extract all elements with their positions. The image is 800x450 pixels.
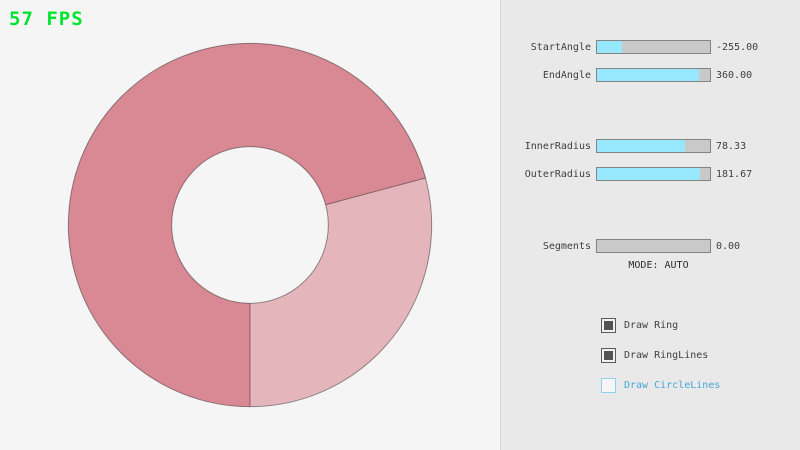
startangle-label: StartAngle [530, 41, 591, 53]
draw-circlelines-checkbox[interactable] [601, 378, 616, 393]
innerradius-slider[interactable] [596, 139, 711, 153]
endangle-slider-fill [597, 69, 699, 81]
draw-ringlines-checkbox[interactable] [601, 348, 616, 363]
endangle-value: 360.00 [716, 69, 753, 81]
ring-boundary-line [325, 177, 426, 206]
checkbox-check-icon [604, 351, 613, 360]
outerradius-row: OuterRadius 181.67 [501, 167, 752, 181]
draw-ring-checkbox[interactable] [601, 318, 616, 333]
draw-ring-checkbox-row: Draw Ring [601, 318, 678, 333]
endangle-slider[interactable] [596, 68, 711, 82]
ring-outline [67, 42, 433, 408]
ring-donut-chart [67, 42, 433, 408]
controls-panel: StartAngle -255.00 EndAngle 360.00 Inner… [500, 0, 800, 450]
draw-ringlines-label: Draw RingLines [624, 350, 709, 361]
ring-sector [68, 43, 426, 407]
outerradius-slider-fill [597, 168, 700, 180]
checkbox-check-icon [604, 321, 613, 330]
segments-label: Segments [542, 240, 591, 252]
endangle-row: EndAngle 360.00 [501, 68, 752, 82]
ring-outline [171, 146, 329, 304]
startangle-value: -255.00 [716, 41, 759, 53]
segments-slider[interactable] [596, 239, 711, 253]
outerradius-value: 181.67 [716, 168, 753, 180]
ring-sector [250, 177, 432, 407]
outerradius-label: OuterRadius [524, 168, 591, 180]
draw-ring-label: Draw Ring [624, 320, 679, 331]
fps-counter: 57 FPS [9, 8, 84, 30]
innerradius-value: 78.33 [716, 140, 747, 152]
innerradius-slider-fill [597, 140, 686, 152]
startangle-slider-fill [597, 41, 622, 53]
segments-value: 0.00 [716, 240, 741, 252]
startangle-slider[interactable] [596, 40, 711, 54]
draw-circlelines-checkbox-row: Draw CircleLines [601, 378, 720, 393]
draw-circlelines-label: Draw CircleLines [624, 380, 721, 391]
startangle-row: StartAngle -255.00 [501, 40, 758, 54]
segments-mode-label: MODE: AUTO [628, 260, 689, 271]
endangle-label: EndAngle [542, 69, 591, 81]
segments-row: Segments 0.00 [501, 239, 740, 253]
draw-ringlines-checkbox-row: Draw RingLines [601, 348, 708, 363]
outerradius-slider[interactable] [596, 167, 711, 181]
innerradius-row: InnerRadius 78.33 [501, 139, 746, 153]
checkbox-check-icon [604, 381, 613, 390]
innerradius-label: InnerRadius [524, 140, 591, 152]
